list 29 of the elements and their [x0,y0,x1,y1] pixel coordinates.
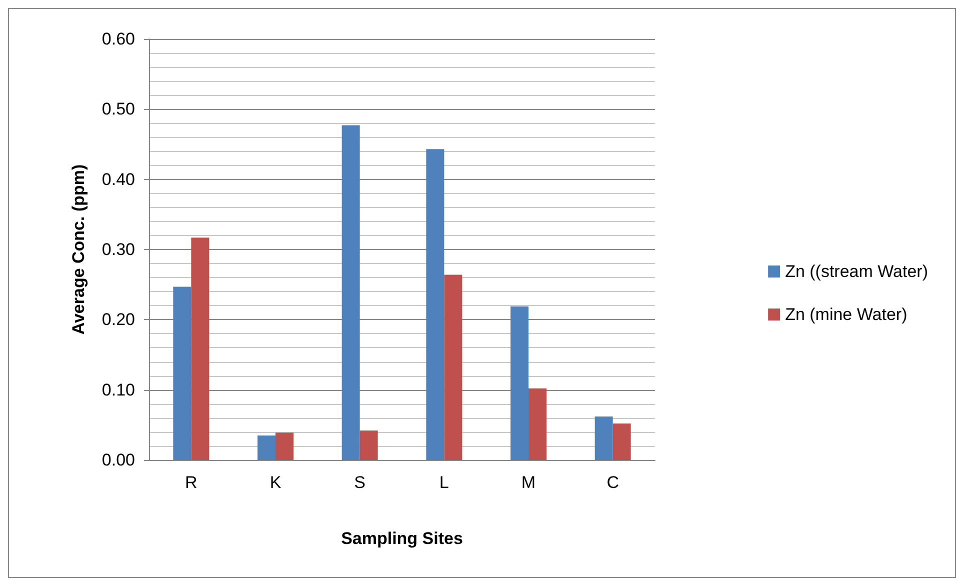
bar [510,306,528,460]
x-tick-label: R [185,473,198,492]
bar [594,416,613,460]
x-tick-label: L [439,473,449,492]
y-tick-label: 0.10 [102,380,135,400]
legend-label: Zn (mine Water) [785,305,908,324]
y-tick-label: 0.60 [102,30,135,48]
bar [342,125,360,460]
y-tick-label: 0.40 [102,170,135,189]
legend-label: Zn ((stream Water) [785,262,928,281]
bar [173,286,192,460]
bar [444,274,462,460]
y-axis-title: Average Conc. (ppm) [69,164,88,335]
bar [528,388,546,460]
y-tick-label: 0.30 [102,240,135,259]
y-tick-label: 0.50 [102,100,135,119]
x-tick-label: S [354,473,366,492]
x-tick-label: M [521,473,536,492]
y-tick-label: 0.20 [102,310,135,330]
x-tick-label: C [606,473,619,492]
bar [276,432,294,460]
bar [191,238,210,460]
bar [612,424,631,460]
x-axis-title: Sampling Sites [341,529,463,548]
bar [258,435,276,460]
bar [426,149,444,460]
bar [360,430,378,460]
x-tick-label: K [270,473,282,492]
y-tick-label: 0.00 [102,450,135,470]
